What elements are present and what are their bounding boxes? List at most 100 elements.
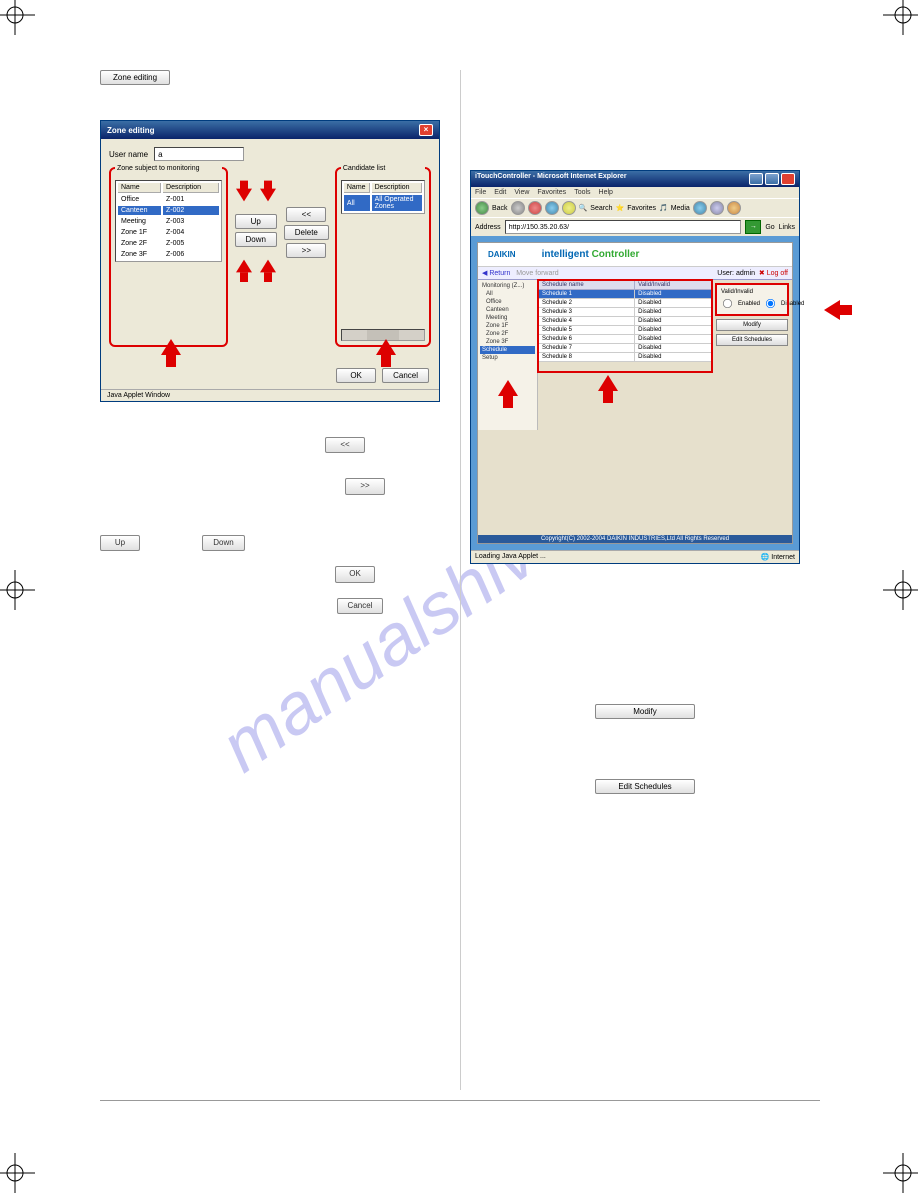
tree-item[interactable]: Zone 3F	[480, 338, 535, 346]
arrow-up-icon	[598, 375, 618, 391]
remove-inline-button[interactable]: >>	[345, 478, 385, 494]
return-button[interactable]: ◀ Return	[482, 270, 510, 277]
menu-edit[interactable]: Edit	[494, 189, 506, 196]
table-row: Zone 1FZ-004	[118, 228, 219, 237]
table-row: Schedule 1Disabled	[539, 290, 712, 299]
table-row: MeetingZ-003	[118, 217, 219, 226]
ok-inline-button[interactable]: OK	[335, 566, 375, 582]
monitoring-list[interactable]: NameDescription OfficeZ-001 CanteenZ-002…	[115, 180, 222, 262]
cancel-inline-button[interactable]: Cancel	[337, 598, 384, 614]
logoff-button[interactable]: ✖ Log off	[759, 270, 788, 277]
ie-window: iTouchController - Microsoft Internet Ex…	[470, 170, 800, 564]
back-icon[interactable]	[475, 201, 489, 215]
reg-mark-tl	[0, 0, 35, 35]
enabled-radio[interactable]	[723, 299, 732, 308]
table-row: Schedule 6Disabled	[539, 335, 712, 344]
minimize-icon[interactable]	[749, 173, 763, 185]
add-inline-button[interactable]: <<	[325, 437, 365, 453]
arrow-left-icon	[824, 300, 840, 320]
ie-toolbar: Back 🔍Search ⭐Favorites 🎵Media	[471, 198, 799, 217]
dialog-titlebar: Zone editing ×	[101, 121, 439, 139]
reg-mark-br	[883, 1153, 918, 1193]
arrow-up-icon	[498, 380, 518, 396]
user-name-label: User name	[109, 150, 148, 159]
dialog-status: Java Applet Window	[101, 389, 439, 401]
copyright: Copyright(C) 2002-2004 DAIKIN INDUSTRIES…	[478, 535, 792, 543]
menu-view[interactable]: View	[514, 189, 529, 196]
arrow-up-icon	[236, 260, 252, 273]
candidate-legend: Candidate list	[341, 165, 425, 172]
up-inline-button[interactable]: Up	[100, 535, 140, 551]
col-valid: Valid/Invalid	[635, 281, 712, 290]
table-row: Zone 3FZ-006	[118, 250, 219, 259]
edit-schedules-button[interactable]: Edit Schedules	[716, 334, 788, 346]
close-icon[interactable]	[781, 173, 795, 185]
menu-help[interactable]: Help	[599, 189, 613, 196]
cancel-button[interactable]: Cancel	[382, 368, 429, 383]
forward-icon[interactable]	[511, 201, 525, 215]
ie-title: iTouchController - Microsoft Internet Ex…	[475, 173, 627, 185]
schedule-table[interactable]: Schedule nameValid/Invalid Schedule 1Dis…	[538, 280, 712, 362]
ok-button[interactable]: OK	[336, 368, 376, 383]
tree-item[interactable]: Office	[480, 298, 535, 306]
refresh-icon[interactable]	[545, 201, 559, 215]
add-button[interactable]: <<	[286, 207, 326, 222]
table-row: AllAll Operated Zones	[344, 195, 422, 211]
home-icon[interactable]	[562, 201, 576, 215]
reg-mark-mr	[883, 570, 918, 610]
down-inline-button[interactable]: Down	[202, 535, 244, 551]
menu-favorites[interactable]: Favorites	[537, 189, 566, 196]
ie-addressbar: Address → Go Links	[471, 217, 799, 236]
table-row: Schedule 4Disabled	[539, 317, 712, 326]
print-icon[interactable]	[727, 201, 741, 215]
tree-pane[interactable]: Monitoring (Z...) All Office Canteen Mee…	[478, 280, 538, 430]
menu-file[interactable]: File	[475, 189, 486, 196]
url-input[interactable]	[505, 220, 742, 234]
dialog-title: Zone editing	[107, 126, 155, 135]
edit-schedules-inline-button[interactable]: Edit Schedules	[595, 779, 695, 794]
modify-button[interactable]: Modify	[716, 319, 788, 331]
monitoring-legend: Zone subject to monitoring	[115, 165, 222, 172]
daikin-logo: DAIKIN	[488, 250, 516, 259]
tree-root[interactable]: Monitoring (Z...)	[480, 282, 535, 290]
close-icon[interactable]: ×	[419, 124, 433, 136]
col-desc: Description	[163, 183, 219, 193]
modify-inline-button[interactable]: Modify	[595, 704, 695, 719]
delete-button[interactable]: Delete	[284, 225, 329, 240]
history-icon[interactable]	[693, 201, 707, 215]
go-button[interactable]: →	[745, 220, 761, 234]
ie-statusbar: Loading Java Applet ... 🌐 Internet	[471, 550, 799, 563]
tree-schedule[interactable]: Schedule	[480, 346, 535, 354]
up-button[interactable]: Up	[235, 214, 277, 229]
tree-item[interactable]: Meeting	[480, 314, 535, 322]
table-row: CanteenZ-002	[118, 206, 219, 215]
links-label: Links	[779, 224, 795, 231]
zone-editing-dialog: Zone editing × User name Zone subject to…	[100, 120, 440, 402]
maximize-icon[interactable]	[765, 173, 779, 185]
ie-titlebar: iTouchController - Microsoft Internet Ex…	[471, 171, 799, 187]
app-header: DAIKIN intelligent Controller	[478, 243, 792, 267]
mail-icon[interactable]	[710, 201, 724, 215]
user-name-input[interactable]	[154, 147, 244, 161]
tree-item[interactable]: Zone 2F	[480, 330, 535, 338]
tree-item[interactable]: Canteen	[480, 306, 535, 314]
down-button[interactable]: Down	[235, 232, 277, 247]
tree-item[interactable]: Zone 1F	[480, 322, 535, 330]
table-row: OfficeZ-001	[118, 195, 219, 204]
tree-setup[interactable]: Setup	[480, 354, 535, 362]
candidate-list[interactable]: NameDescription AllAll Operated Zones	[341, 180, 425, 214]
reg-mark-ml	[0, 570, 35, 610]
table-row: Schedule 3Disabled	[539, 308, 712, 317]
stop-icon[interactable]	[528, 201, 542, 215]
col-name: Name	[344, 183, 370, 193]
table-row: Schedule 8Disabled	[539, 353, 712, 362]
zone-editing-button[interactable]: Zone editing	[100, 70, 170, 85]
valid-invalid-group: Valid/Invalid Enabled Disabled	[716, 284, 788, 315]
col-schedule-name: Schedule name	[539, 281, 635, 290]
disabled-radio[interactable]	[766, 299, 775, 308]
menu-tools[interactable]: Tools	[574, 189, 590, 196]
tree-item[interactable]: All	[480, 290, 535, 298]
ie-menubar[interactable]: File Edit View Favorites Tools Help	[471, 187, 799, 198]
remove-button[interactable]: >>	[286, 243, 326, 258]
col-desc: Description	[372, 183, 422, 193]
